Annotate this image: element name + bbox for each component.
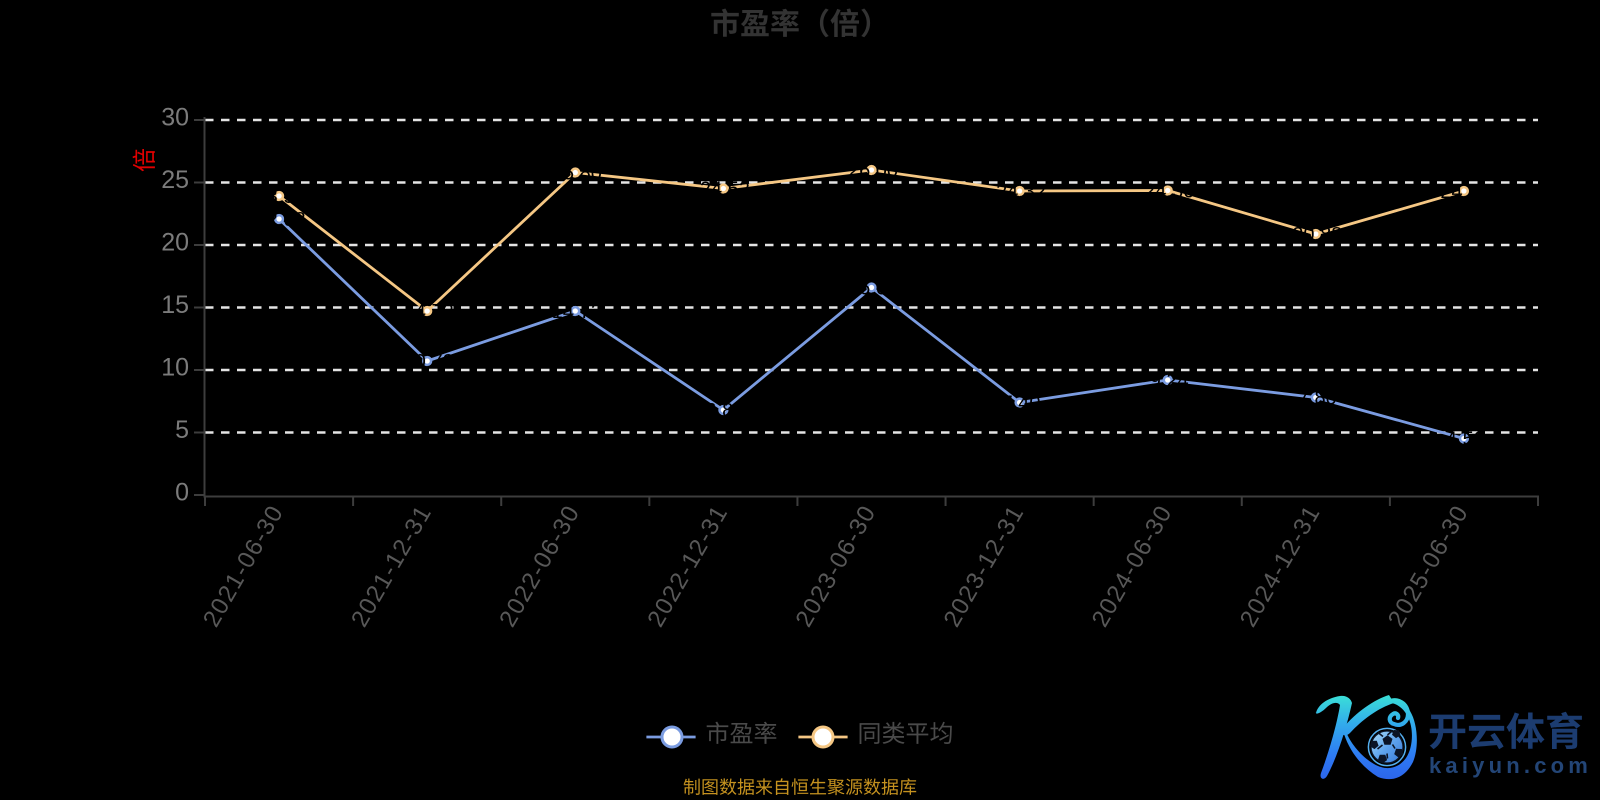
svg-text:25: 25: [161, 166, 189, 194]
svg-text:14.72: 14.72: [404, 301, 454, 323]
svg-text:10: 10: [161, 354, 189, 382]
svg-text:4.52: 4.52: [1446, 429, 1485, 451]
svg-text:kaiyun.com: kaiyun.com: [1429, 753, 1592, 778]
svg-text:30: 30: [161, 104, 189, 132]
svg-text:15: 15: [161, 291, 189, 319]
svg-text:7.40: 7.40: [1002, 393, 1041, 415]
svg-text:10.72: 10.72: [404, 351, 454, 373]
svg-text:24.32: 24.32: [996, 181, 1046, 203]
svg-text:20.88: 20.88: [1292, 224, 1342, 246]
svg-text:20: 20: [161, 229, 189, 257]
svg-text:16.60: 16.60: [848, 278, 898, 300]
svg-text:25.80: 25.80: [552, 163, 602, 185]
svg-text:24.32: 24.32: [1440, 181, 1490, 203]
svg-text:7.80: 7.80: [1298, 388, 1337, 410]
svg-text:5: 5: [175, 416, 189, 444]
svg-text:6.80: 6.80: [705, 400, 744, 422]
svg-text:0: 0: [175, 479, 189, 507]
svg-text:23.92: 23.92: [256, 186, 306, 208]
svg-text:14.72: 14.72: [552, 301, 602, 323]
svg-text:24.36: 24.36: [1144, 181, 1194, 203]
svg-text:26.00: 26.00: [848, 160, 898, 182]
svg-text:24.52: 24.52: [700, 179, 750, 201]
svg-text:9.24: 9.24: [1150, 370, 1189, 392]
svg-text:22.08: 22.08: [256, 209, 306, 231]
